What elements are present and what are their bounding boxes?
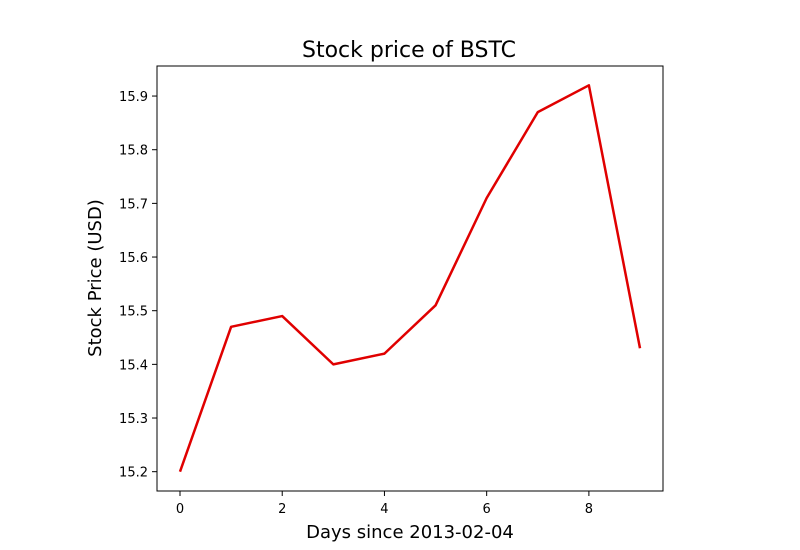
y-tick-label: 15.9 [119,90,148,105]
x-tick-label: 6 [483,502,491,517]
x-axis-label: Days since 2013-02-04 [306,522,514,543]
series-line-0 [178,84,642,473]
x-axis: 0 2 4 6 8 [176,491,593,517]
y-tick-label: 15.7 [119,197,148,212]
x-tick-label: 4 [380,502,388,517]
x-tick-label: 8 [585,502,593,517]
y-tick-label: 15.5 [119,305,148,320]
x-tick-label: 2 [278,502,286,517]
plot-area-frame [156,65,664,492]
series-layer [178,84,642,473]
y-tick-label: 15.8 [119,144,148,159]
y-tick-label: 15.2 [119,466,148,481]
x-tick-label: 0 [176,502,184,517]
y-axis: 15.2 15.3 15.4 15.5 15.6 15.7 15.8 15.9 [119,90,157,481]
y-tick-label: 15.3 [119,412,148,427]
chart-title: Stock price of BSTC [302,38,516,63]
y-tick-label: 15.6 [119,251,148,266]
y-axis-label: Stock Price (USD) [85,199,106,357]
y-tick-label: 15.4 [119,358,148,373]
